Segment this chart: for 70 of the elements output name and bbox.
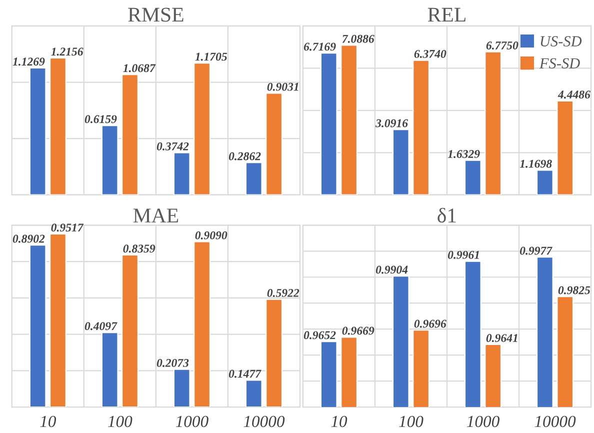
bar: [29, 244, 46, 408]
data-label: 0.1477: [228, 370, 262, 378]
bar: [412, 60, 430, 195]
bar: [122, 74, 138, 195]
bar: [556, 100, 574, 195]
data-label: 3.0916: [375, 119, 408, 128]
bar: [464, 160, 482, 195]
bar: [320, 52, 338, 195]
bar: [266, 92, 283, 195]
data-label: 0.9090: [195, 231, 228, 240]
data-label: 1.1698: [520, 160, 552, 168]
chart-title: RMSE: [128, 8, 184, 22]
data-label: 0.9652: [304, 331, 336, 340]
data-label: 1.1705: [195, 52, 228, 61]
data-label: 0.9517: [51, 224, 84, 232]
data-label: 0.4097: [84, 322, 118, 330]
bar: [49, 233, 66, 408]
x-tick-label: 10: [40, 416, 56, 428]
x-tick-label: 10000: [244, 416, 285, 428]
data-label: 0.9669: [342, 326, 374, 335]
bar: [392, 129, 410, 195]
x-tick-label: 100: [108, 416, 132, 428]
bar: [194, 241, 210, 408]
data-label: 1.6329: [448, 150, 480, 158]
data-label: 0.9641: [486, 334, 518, 342]
bar: [340, 44, 358, 195]
bar: [29, 67, 46, 195]
data-label: 0.9696: [414, 320, 446, 328]
bar: [122, 254, 138, 408]
bar: [484, 51, 502, 195]
data-label: 0.9977: [520, 246, 552, 255]
data-label: 0.9825: [558, 286, 590, 294]
chart-title: REL: [428, 8, 466, 22]
bar: [173, 368, 190, 408]
bar: [536, 170, 554, 195]
bar: [173, 152, 190, 195]
bar: [101, 332, 118, 408]
data-label: 0.9031: [267, 82, 298, 91]
bar: [266, 298, 283, 408]
bar: [245, 380, 262, 408]
chart-title: δ1: [438, 208, 456, 223]
data-label: 1.1269: [12, 58, 45, 66]
data-label: 0.2862: [228, 152, 261, 160]
x-tick-label: 10000: [534, 416, 576, 428]
bar: [49, 57, 66, 195]
data-label: 6.7169: [304, 42, 336, 51]
chart-title: MAE: [133, 208, 178, 222]
x-tick-label: 1000: [466, 416, 500, 428]
data-label: 6.7750: [486, 41, 518, 50]
x-tick-label: 10: [331, 416, 348, 428]
data-label: 1.2156: [51, 48, 84, 56]
data-label: 6.3740: [414, 50, 446, 58]
data-label: 0.2073: [156, 358, 189, 367]
x-tick-label: 1000: [176, 416, 208, 428]
data-label: 7.0886: [342, 34, 374, 43]
data-label: 0.8902: [12, 234, 45, 243]
data-label: 0.9904: [376, 266, 408, 274]
data-label: 0.6159: [84, 115, 117, 124]
bar: [194, 62, 210, 195]
bar: [245, 162, 262, 195]
legend-label: US-SD: [540, 36, 582, 46]
data-label: 1.0687: [123, 64, 156, 72]
bar: [101, 124, 118, 195]
data-label: 0.8359: [123, 244, 156, 253]
data-label: 4.4486: [558, 90, 590, 99]
data-label: 0.9961: [448, 250, 479, 259]
data-label: 0.3742: [156, 142, 189, 150]
legend-label: FS-SD: [539, 58, 580, 68]
x-tick-label: 100: [399, 416, 424, 428]
data-label: 0.5922: [267, 288, 300, 297]
